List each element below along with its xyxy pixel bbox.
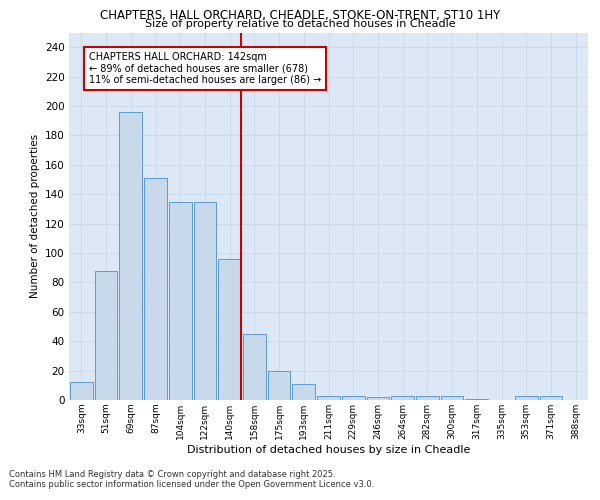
Bar <box>416 396 439 400</box>
Bar <box>194 202 216 400</box>
Bar <box>539 396 562 400</box>
Bar <box>169 202 191 400</box>
Bar <box>144 178 167 400</box>
Bar <box>441 396 463 400</box>
Bar <box>243 334 266 400</box>
Bar <box>515 396 538 400</box>
Bar <box>317 396 340 400</box>
Bar <box>342 396 365 400</box>
Bar <box>268 370 290 400</box>
Text: CHAPTERS, HALL ORCHARD, CHEADLE, STOKE-ON-TRENT, ST10 1HY: CHAPTERS, HALL ORCHARD, CHEADLE, STOKE-O… <box>100 9 500 22</box>
Text: Contains public sector information licensed under the Open Government Licence v3: Contains public sector information licen… <box>9 480 374 489</box>
Bar <box>119 112 142 400</box>
Bar <box>70 382 93 400</box>
Bar <box>367 397 389 400</box>
Text: Size of property relative to detached houses in Cheadle: Size of property relative to detached ho… <box>145 19 455 29</box>
Bar <box>95 270 118 400</box>
X-axis label: Distribution of detached houses by size in Cheadle: Distribution of detached houses by size … <box>187 444 470 454</box>
Bar <box>218 259 241 400</box>
Bar <box>292 384 315 400</box>
Bar <box>391 396 414 400</box>
Text: Contains HM Land Registry data © Crown copyright and database right 2025.: Contains HM Land Registry data © Crown c… <box>9 470 335 479</box>
Y-axis label: Number of detached properties: Number of detached properties <box>29 134 40 298</box>
Text: CHAPTERS HALL ORCHARD: 142sqm
← 89% of detached houses are smaller (678)
11% of : CHAPTERS HALL ORCHARD: 142sqm ← 89% of d… <box>89 52 321 85</box>
Bar <box>466 398 488 400</box>
